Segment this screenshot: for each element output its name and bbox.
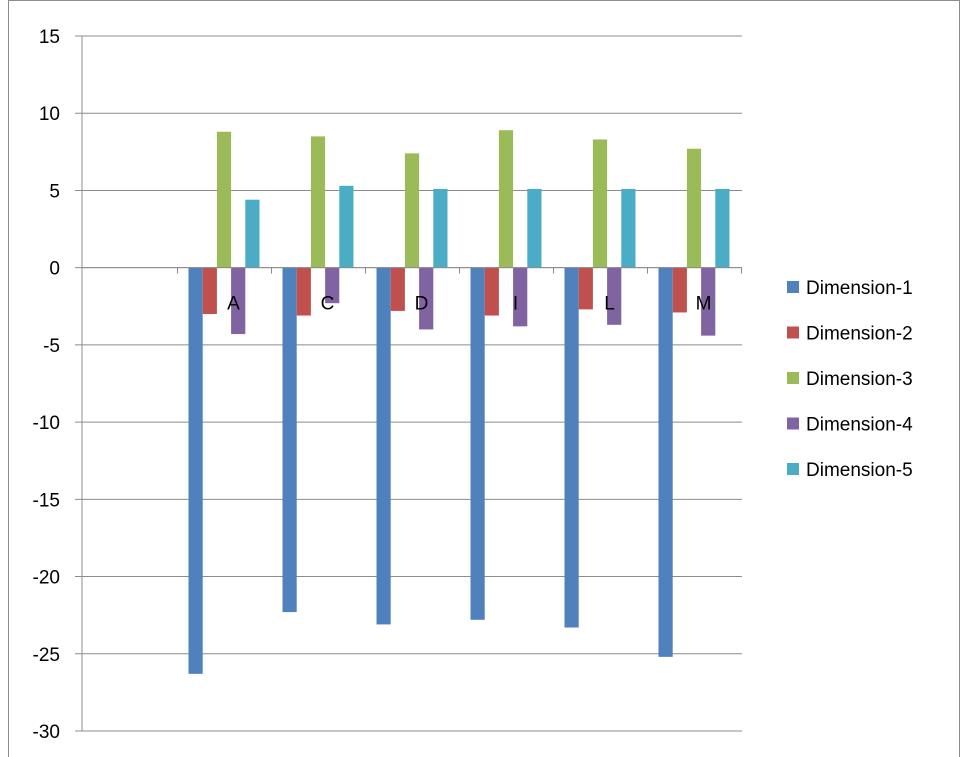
bar-dimension-2-l (578, 267, 593, 310)
legend-label: Dimension-2 (806, 324, 913, 345)
legend-label: Dimension-3 (806, 369, 913, 390)
bar-dimension-2-d (390, 267, 405, 311)
y-tick-label: 0 (49, 259, 60, 280)
bar-dimension-1-a (188, 267, 203, 674)
y-tick-label: 15 (39, 27, 60, 48)
legend-swatch (787, 281, 799, 293)
legend-label: Dimension-5 (806, 460, 913, 481)
y-tick-label: 10 (39, 104, 60, 125)
bar-dimension-4-c (325, 267, 340, 304)
category-label: M (696, 294, 712, 315)
legend-swatch (787, 463, 799, 475)
y-tick-label: -25 (33, 645, 60, 666)
bar-dimension-3-m (686, 148, 702, 268)
bar-dimension-4-d (419, 267, 434, 330)
legend: Dimension-1 Dimension-2 Dimension-3 Dimensi… (787, 278, 913, 481)
bar-dimension-3-l (592, 139, 608, 268)
bar-dimension-4-a (231, 267, 246, 335)
y-tick-label: -10 (33, 413, 60, 434)
bar-dimension-3-c (310, 136, 326, 268)
legend-swatch (787, 372, 799, 384)
bar-dimension-1-c (282, 267, 297, 613)
bar-dimension-2-c (296, 267, 311, 316)
category-label: D (415, 294, 429, 315)
y-tick-label: -20 (33, 568, 60, 589)
category-label: L (604, 294, 615, 315)
y-tick-label: 5 (49, 181, 60, 202)
bar-dimension-3-a (216, 131, 232, 268)
bar-dimension-2-i (484, 267, 499, 316)
category-label: A (227, 294, 240, 315)
bars (188, 130, 730, 674)
bar-dimension-4-l (607, 267, 622, 325)
y-tick-label: -5 (43, 336, 60, 357)
bar-dimension-5-m (715, 188, 730, 268)
legend-swatch (787, 417, 799, 430)
axes (81, 36, 742, 731)
bar-dimension-1-i (470, 267, 485, 620)
y-axis-tick-labels: 15 10 5 0 -5 -10 -15 -20 -25 -30 (33, 27, 60, 743)
category-label: I (513, 294, 518, 315)
bar-dimension-4-m (701, 267, 716, 336)
category-label: C (321, 294, 335, 315)
bar-dimension-5-c (339, 185, 354, 268)
y-tick-label: -15 (33, 490, 60, 511)
bar-dimension-2-a (202, 267, 217, 314)
bar-dimension-5-d (433, 188, 448, 268)
gridlines (75, 35, 742, 732)
bar-dimension-1-d (376, 267, 391, 625)
legend-swatch (787, 326, 799, 339)
bar-dimension-2-m (672, 267, 687, 313)
legend-label: Dimension-1 (806, 278, 913, 299)
bar-dimension-5-a (245, 199, 260, 268)
bar-dimension-5-i (527, 188, 542, 268)
bar-dimension-5-l (621, 188, 636, 268)
bar-dimension-1-m (658, 267, 673, 657)
bar-dimension-4-i (513, 267, 528, 327)
bar-dimension-3-i (498, 130, 514, 268)
legend-label: Dimension-4 (806, 415, 913, 436)
y-tick-label: -30 (33, 722, 60, 743)
bar-dimension-3-d (404, 153, 420, 268)
bar-dimension-1-l (564, 267, 579, 628)
